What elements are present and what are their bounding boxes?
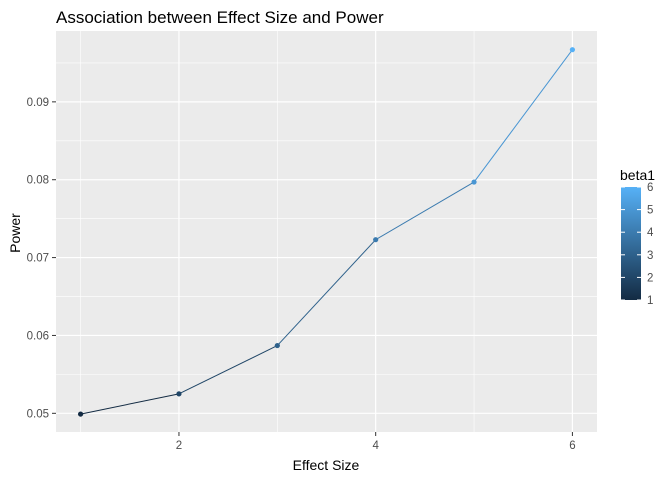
- legend-break-label: 2: [647, 272, 653, 284]
- line-segment: [276, 239, 377, 346]
- minor-gridlines: [56, 31, 597, 432]
- x-axis-ticks: 2 4 6: [176, 432, 576, 452]
- y-axis-ticks: 0.05 0.06 0.07 0.08 0.09: [27, 97, 56, 420]
- legend-break-label: 4: [647, 227, 654, 239]
- y-tick-label: 0.09: [27, 97, 49, 109]
- series-line: [80, 49, 573, 415]
- data-point: [176, 391, 182, 397]
- legend: beta1 1 2 3 4 5 6: [620, 167, 655, 307]
- legend-break-label: 5: [647, 205, 653, 217]
- line-segment: [473, 49, 573, 183]
- legend-break-label: 6: [647, 182, 653, 194]
- line-segment: [178, 345, 278, 395]
- data-point: [373, 237, 379, 243]
- legend-breaks: 1 2 3 4 5 6: [621, 182, 654, 307]
- legend-colorbar: [621, 187, 641, 300]
- y-tick-label: 0.07: [27, 253, 49, 265]
- data-point: [77, 411, 84, 417]
- y-axis-title: Power: [7, 213, 23, 253]
- chart-title: Association between Effect Size and Powe…: [56, 8, 384, 27]
- x-tick-label: 6: [569, 440, 575, 452]
- legend-break-label: 1: [647, 295, 653, 307]
- y-tick-label: 0.06: [27, 330, 49, 342]
- y-tick-label: 0.08: [27, 175, 49, 187]
- data-points: [77, 47, 576, 417]
- data-point: [471, 179, 477, 185]
- legend-break-label: 3: [647, 250, 653, 262]
- line-segment: [375, 181, 475, 241]
- data-point: [274, 342, 280, 349]
- x-axis-title: Effect Size: [293, 457, 360, 473]
- legend-title: beta1: [620, 167, 655, 183]
- y-tick-label: 0.05: [27, 408, 49, 420]
- line-segment: [80, 393, 180, 415]
- data-point: [569, 47, 576, 53]
- x-tick-label: 4: [372, 440, 379, 452]
- major-gridlines: [56, 31, 597, 432]
- x-tick-label: 2: [176, 440, 182, 452]
- plot-panel: [56, 31, 597, 432]
